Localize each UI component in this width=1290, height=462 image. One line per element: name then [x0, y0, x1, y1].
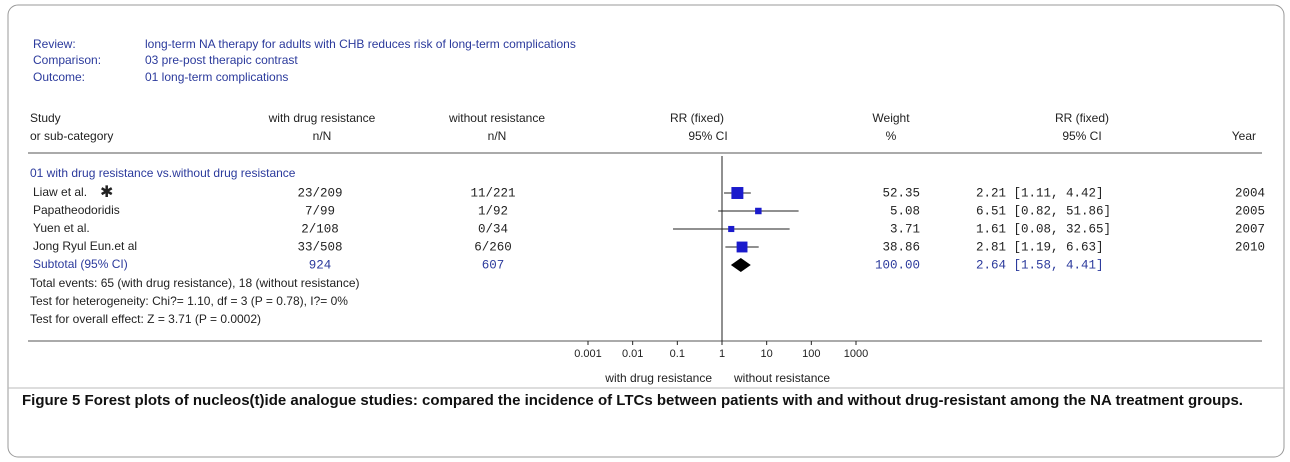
column-header: 95% CI: [1062, 129, 1101, 143]
year: 2005: [1235, 204, 1265, 218]
study-square: [728, 225, 735, 233]
column-header: %: [886, 129, 897, 143]
column-header: 95% CI: [688, 129, 727, 143]
subtotal-name: Subtotal (95% CI): [33, 257, 128, 271]
caption-label: Figure 5: [22, 392, 81, 409]
caption: Figure 5 Forest plots of nucleos(t)ide a…: [22, 389, 1274, 412]
year: 2004: [1235, 186, 1265, 200]
subtotal-weight: 100.00: [875, 258, 920, 272]
with-count: 23/209: [297, 186, 342, 200]
column-header: without resistance: [448, 111, 545, 125]
x-tick-label: 0.1: [670, 348, 685, 360]
column-header: Study: [30, 111, 61, 125]
favours-left: with drug resistance: [604, 371, 712, 385]
study-name: Liaw et al.: [33, 185, 87, 199]
with-count: 33/508: [297, 240, 342, 254]
review-label: Review:: [33, 37, 76, 51]
subgroup-title: 01 with drug resistance vs.without drug …: [30, 166, 296, 180]
weight: 52.35: [882, 186, 920, 200]
column-header: or sub-category: [30, 129, 113, 143]
weight: 3.71: [890, 222, 920, 236]
with-count: 7/99: [305, 204, 335, 218]
column-header: RR (fixed): [1055, 111, 1109, 125]
subtotal-with: 924: [309, 258, 332, 272]
study-name: Jong Ryul Eun.et al: [33, 239, 137, 253]
year: 2007: [1235, 222, 1265, 236]
subtotal-without: 607: [482, 258, 505, 272]
study-name: Papatheodoridis: [33, 203, 120, 217]
column-header: n/N: [313, 129, 332, 143]
column-header: Year: [1232, 129, 1256, 143]
x-tick-label: 10: [761, 348, 773, 360]
outcome: 01 long-term complications: [145, 70, 288, 84]
study-marker: ✱: [100, 184, 113, 201]
review: long-term NA therapy for adults with CHB…: [145, 37, 576, 51]
without-count: 1/92: [478, 204, 508, 218]
ci-label: 6.51 [0.82, 51.86]: [976, 204, 1111, 218]
study-square: [736, 241, 748, 253]
x-tick-label: 1000: [844, 348, 868, 360]
weight: 5.08: [890, 204, 920, 218]
comparison-label: Comparison:: [33, 53, 101, 67]
ci-label: 2.21 [1.11, 4.42]: [976, 186, 1104, 200]
without-count: 6/260: [474, 240, 512, 254]
column-header: Weight: [872, 111, 910, 125]
column-header: RR (fixed): [670, 111, 724, 125]
without-count: 0/34: [478, 222, 508, 236]
outcome-label: Outcome:: [33, 70, 85, 84]
column-header: n/N: [488, 129, 507, 143]
ci-label: 1.61 [0.08, 32.65]: [976, 222, 1111, 236]
study-square: [755, 207, 762, 215]
column-header: with drug resistance: [268, 111, 376, 125]
study-name: Yuen et al.: [33, 221, 90, 235]
subtotal-diamond: [730, 258, 751, 272]
x-tick-label: 1: [719, 348, 725, 360]
summary-note: Total events: 65 (with drug resistance),…: [30, 276, 359, 290]
without-count: 11/221: [470, 186, 515, 200]
summary-note: Test for heterogeneity: Chi?= 1.10, df =…: [30, 294, 348, 308]
weight: 38.86: [882, 240, 920, 254]
caption-text: Forest plots of nucleos(t)ide analogue s…: [84, 392, 1243, 409]
with-count: 2/108: [301, 222, 339, 236]
x-tick-label: 0.01: [622, 348, 643, 360]
favours-right: without resistance: [733, 371, 830, 385]
year: 2010: [1235, 240, 1265, 254]
x-tick-label: 0.001: [574, 348, 602, 360]
subtotal-ci: 2.64 [1.58, 4.41]: [976, 258, 1104, 272]
x-tick-label: 100: [802, 348, 820, 360]
ci-label: 2.81 [1.19, 6.63]: [976, 240, 1104, 254]
study-square: [731, 187, 744, 199]
comparison: 03 pre-post therapic contrast: [145, 53, 298, 67]
figure-frame: [7, 4, 1285, 458]
summary-note: Test for overall effect: Z = 3.71 (P = 0…: [30, 312, 261, 326]
